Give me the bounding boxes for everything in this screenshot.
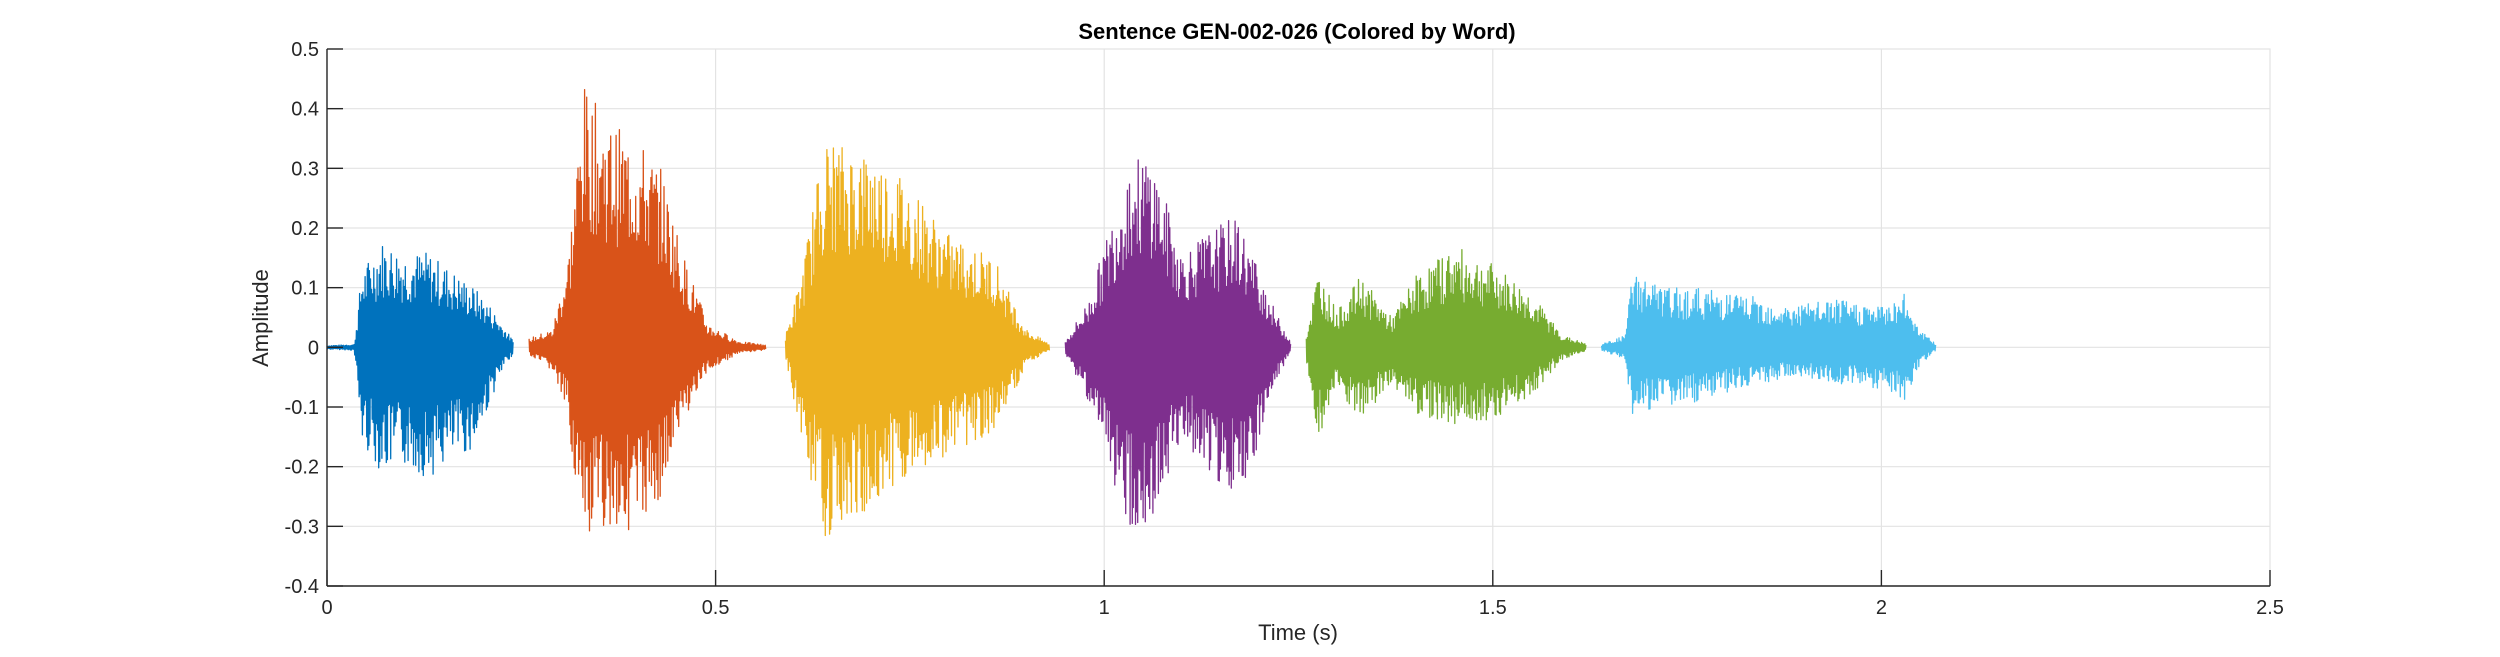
y-tick-label: 0.2 — [291, 218, 319, 240]
waveform-path — [1305, 249, 1587, 433]
ticks: 0 0.5 1 1.5 2 2.5 -0.4 -0.3 -0.2 -0.1 0 0.1 0.2 0.3 0.… — [285, 39, 2284, 619]
word-2-waveform — [528, 88, 767, 532]
waveform-path — [1600, 276, 1937, 415]
x-axis-label: Time (s) — [1258, 620, 1338, 645]
y-tick-label: 0.3 — [291, 158, 319, 180]
word-5-waveform — [1305, 249, 1587, 433]
waveform-path — [1064, 159, 1292, 526]
y-tick-label: 0 — [308, 337, 319, 359]
waveform-path — [528, 88, 767, 532]
y-tick-label: 0.4 — [291, 99, 319, 121]
x-tick-label: 2.5 — [2256, 597, 2284, 619]
word-3-waveform — [784, 147, 1051, 537]
x-tick-label: 2 — [1876, 597, 1887, 619]
y-tick-label: 0.5 — [291, 39, 319, 61]
y-tick-label: -0.2 — [285, 457, 319, 479]
y-tick-label: 0.1 — [291, 278, 319, 300]
axes — [326, 49, 2270, 587]
y-tick-label: -0.3 — [285, 516, 319, 538]
waveform-path — [784, 147, 1051, 537]
x-tick-label: 0 — [321, 597, 332, 619]
word-4-waveform — [1064, 159, 1292, 526]
waveform-series — [326, 88, 1937, 537]
chart-title: Sentence GEN-002-026 (Colored by Word) — [1078, 19, 1515, 44]
y-axis-label: Amplitude — [248, 269, 273, 367]
y-tick-label: -0.4 — [285, 576, 319, 598]
y-tick-label: -0.1 — [285, 397, 319, 419]
x-tick-label: 0.5 — [702, 597, 730, 619]
word-6-waveform — [1600, 276, 1937, 415]
word-1-waveform — [326, 245, 514, 477]
x-tick-label: 1.5 — [1479, 597, 1507, 619]
waveform-path — [326, 245, 514, 477]
x-tick-label: 1 — [1099, 597, 1110, 619]
